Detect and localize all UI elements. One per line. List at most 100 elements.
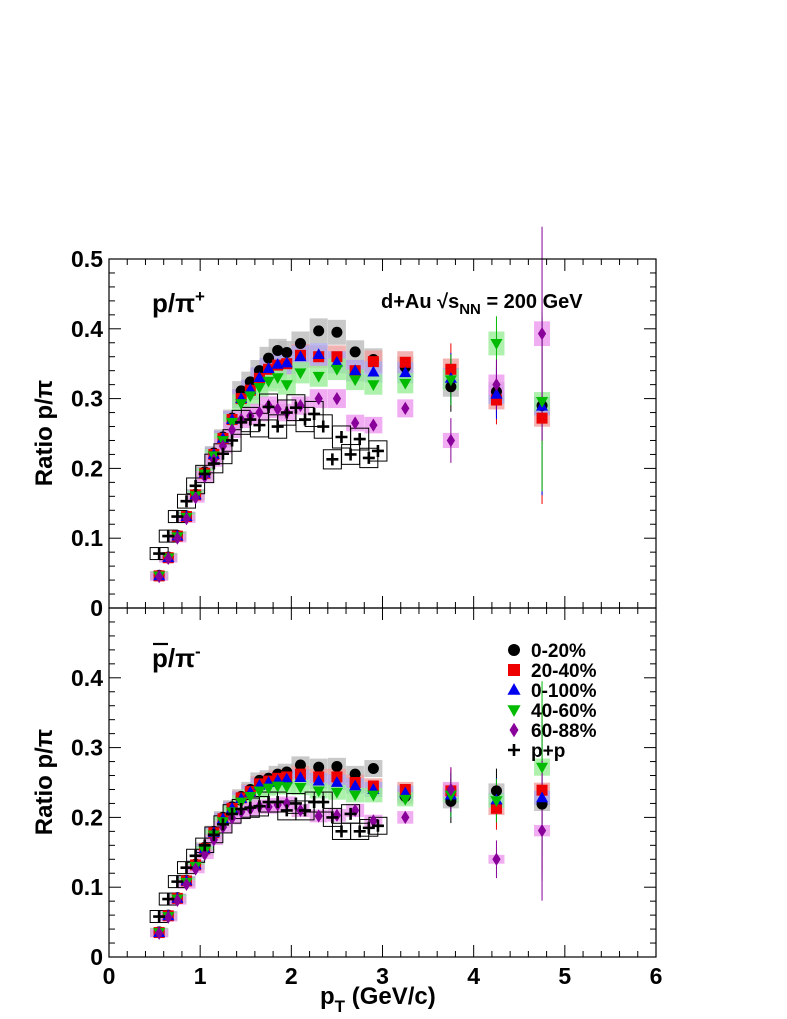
upper-point-60-88% bbox=[191, 491, 200, 505]
upper-point-p+p bbox=[326, 453, 339, 466]
upper-point-p+p bbox=[216, 447, 229, 460]
upper-point-p+p bbox=[271, 420, 284, 433]
upper-point-60-88% bbox=[182, 512, 191, 526]
upper-point-20-40% bbox=[367, 356, 379, 368]
lower-point-0-100% bbox=[535, 791, 549, 803]
upper-point-p+p bbox=[171, 510, 184, 523]
lower-point-p+p bbox=[216, 818, 229, 831]
upper-point-60-88% bbox=[446, 433, 455, 448]
lower-point-60-88% bbox=[314, 809, 323, 823]
lower-point-p+p bbox=[162, 893, 175, 906]
upper-point-40-60% bbox=[444, 375, 457, 387]
lower-y-tick-label: 0.3 bbox=[71, 735, 103, 761]
upper-point-p+p bbox=[226, 434, 239, 447]
legend-label: p+p bbox=[531, 741, 565, 762]
lower-point-60-88% bbox=[282, 796, 291, 811]
upper-point-p+p bbox=[371, 444, 384, 457]
legend-label: 20-40% bbox=[531, 661, 597, 682]
upper-point-60-88% bbox=[332, 392, 342, 406]
upper-point-0-100% bbox=[262, 362, 275, 373]
upper-y-axis-title: Ratio p/π bbox=[31, 380, 58, 486]
upper-point-40-60% bbox=[262, 376, 275, 388]
lower-point-40-60% bbox=[349, 790, 362, 802]
legend-marker-0-100% bbox=[507, 683, 521, 695]
upper-panel-label: p/π+ bbox=[152, 287, 205, 318]
upper-point-40-60% bbox=[312, 371, 325, 383]
upper-point-40-60% bbox=[244, 391, 257, 403]
legend-marker-p+p bbox=[508, 744, 520, 756]
lower-y-tick-label: 0.2 bbox=[71, 804, 103, 830]
lower-point-40-60% bbox=[294, 782, 307, 794]
x-tick-label: 6 bbox=[650, 963, 663, 989]
upper-point-p+p bbox=[317, 420, 330, 433]
lower-point-0-100% bbox=[349, 779, 362, 791]
upper-point-p+p bbox=[153, 547, 166, 560]
x-tick-label: 4 bbox=[467, 963, 480, 989]
lower-point-60-88% bbox=[537, 824, 547, 838]
upper-point-p+p bbox=[180, 495, 193, 508]
upper-point-40-60% bbox=[490, 339, 503, 350]
lower-point-p+p bbox=[326, 811, 339, 824]
upper-point-0-100% bbox=[312, 348, 325, 360]
x-tick-label: 5 bbox=[558, 963, 571, 989]
legend-item: 20-40% bbox=[508, 661, 597, 682]
lower-point-40-60% bbox=[244, 792, 257, 803]
upper-point-60-88% bbox=[218, 439, 228, 453]
upper-point-60-88% bbox=[537, 327, 547, 341]
lower-point-60-88% bbox=[401, 810, 410, 824]
lower-point-60-88% bbox=[191, 862, 200, 876]
lower-point-0-100% bbox=[330, 776, 343, 787]
upper-point-p+p bbox=[207, 457, 220, 470]
lower-point-40-60% bbox=[253, 786, 266, 798]
upper-point-p+p bbox=[244, 413, 257, 426]
legend-marker-60-88% bbox=[509, 722, 519, 738]
upper-point-40-60% bbox=[367, 380, 380, 391]
upper-point-p+p bbox=[189, 479, 202, 492]
upper-point-40-60% bbox=[280, 380, 293, 391]
upper-y-tick-label: 0.3 bbox=[71, 386, 103, 412]
lower-point-p+p bbox=[299, 804, 312, 817]
x-tick-label: 1 bbox=[194, 963, 207, 989]
lower-point-p+p bbox=[244, 801, 257, 814]
upper-point-p+p bbox=[235, 416, 248, 429]
upper-point-0-100% bbox=[399, 366, 412, 378]
upper-point-0-100% bbox=[490, 388, 503, 399]
legend-item: 0-20% bbox=[508, 641, 586, 662]
lower-point-0-100% bbox=[312, 774, 325, 786]
lower-point-p+p bbox=[226, 807, 239, 820]
upper-point-40-60% bbox=[253, 383, 266, 394]
upper-point-p+p bbox=[262, 400, 275, 413]
upper-point-60-88% bbox=[296, 398, 305, 413]
legend-marker-20-40% bbox=[508, 664, 520, 676]
upper-y-tick-label: 0.1 bbox=[71, 525, 103, 551]
upper-point-0-100% bbox=[253, 371, 266, 383]
lower-point-40-60% bbox=[312, 786, 325, 798]
lower-point-p+p bbox=[353, 825, 366, 838]
upper-point-0-100% bbox=[244, 383, 257, 394]
upper-point-p+p bbox=[308, 407, 321, 420]
upper-y-tick-label: 0.2 bbox=[71, 455, 103, 481]
lower-point-60-88% bbox=[351, 803, 360, 818]
lower-point-p+p bbox=[180, 861, 193, 874]
upper-point-20-40% bbox=[445, 363, 457, 375]
lower-panel-label: p/π- bbox=[152, 642, 201, 673]
lower-point-p+p bbox=[171, 875, 184, 888]
lower-point-p+p bbox=[235, 803, 248, 816]
lower-point-60-88% bbox=[492, 852, 501, 866]
legend-marker-40-60% bbox=[507, 705, 521, 717]
lower-point-p+p bbox=[198, 839, 211, 852]
upper-point-60-88% bbox=[164, 551, 173, 566]
upper-point-40-60% bbox=[535, 396, 549, 408]
upper-point-p+p bbox=[198, 467, 211, 480]
upper-point-60-88% bbox=[314, 392, 323, 406]
legend-label: 0-100% bbox=[531, 681, 597, 702]
lower-point-0-20% bbox=[331, 760, 343, 772]
lower-point-p+p bbox=[317, 796, 330, 809]
lower-point-p+p bbox=[344, 807, 357, 820]
upper-point-20-40% bbox=[399, 356, 411, 368]
x-tick-label: 0 bbox=[103, 963, 116, 989]
upper-pp-sys-box bbox=[368, 440, 388, 462]
lower-point-40-60% bbox=[367, 790, 380, 802]
upper-point-p+p bbox=[162, 530, 175, 543]
